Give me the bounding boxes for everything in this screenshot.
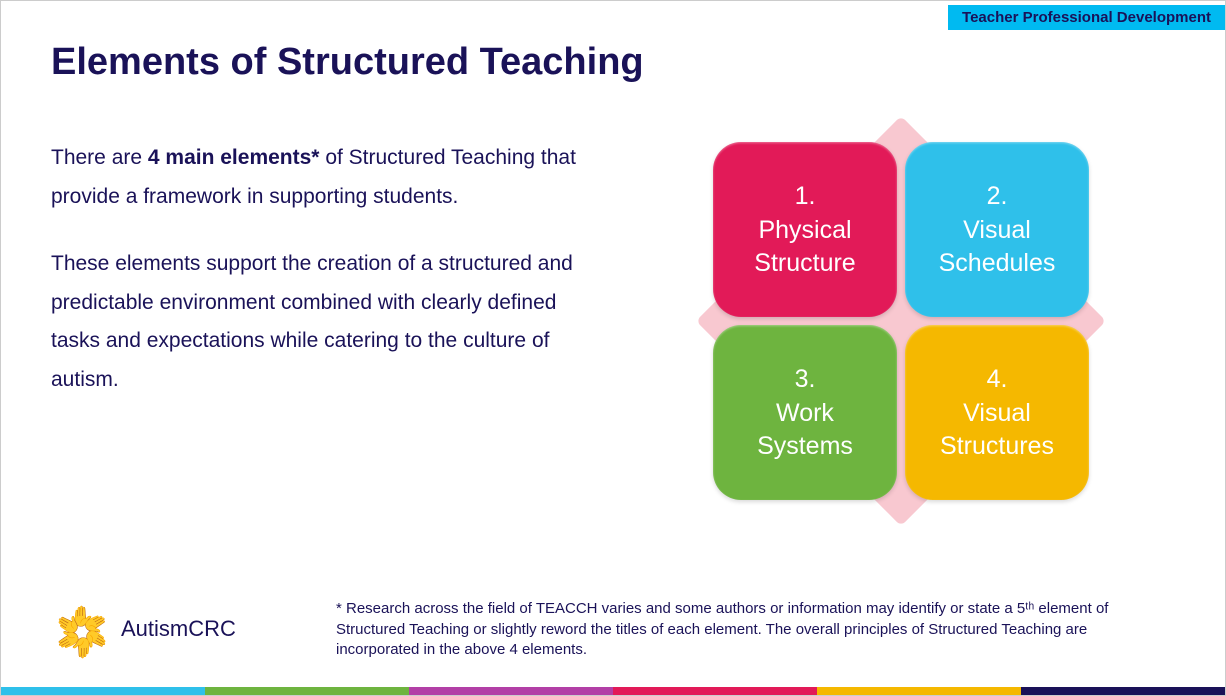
slide: Teacher Professional Development Element… <box>0 0 1226 696</box>
tile-number: 4. <box>987 363 1008 396</box>
stripe-segment <box>613 687 817 695</box>
tile-label: VisualStructures <box>940 397 1054 462</box>
page-title: Elements of Structured Teaching <box>51 41 644 84</box>
tile-label: VisualSchedules <box>939 214 1056 279</box>
logo-hands-icon: ✋✋✋✋✋✋ <box>51 598 113 660</box>
paragraph-1: There are 4 main elements* of Structured… <box>51 139 591 217</box>
stripe-segment <box>1 687 205 695</box>
header-badge: Teacher Professional Development <box>948 5 1225 30</box>
stripe-segment <box>205 687 409 695</box>
bottom-color-stripe <box>1 687 1225 695</box>
tile-number: 3. <box>795 363 816 396</box>
para1-bold: 4 main elements* <box>148 146 320 169</box>
tile-visual-schedules: 2. VisualSchedules <box>905 142 1089 317</box>
elements-diagram: 1. PhysicalStructure 2. VisualSchedules … <box>641 116 1161 526</box>
stripe-segment <box>409 687 613 695</box>
paragraph-2: These elements support the creation of a… <box>51 245 591 400</box>
tile-label: WorkSystems <box>757 397 853 462</box>
tile-work-systems: 3. WorkSystems <box>713 325 897 500</box>
tile-number: 1. <box>795 180 816 213</box>
footnote: * Research across the field of TEACCH va… <box>336 599 1156 660</box>
tile-number: 2. <box>987 180 1008 213</box>
tile-label: PhysicalStructure <box>754 214 855 279</box>
tile-physical-structure: 1. PhysicalStructure <box>713 142 897 317</box>
para1-pre: There are <box>51 146 148 169</box>
tile-grid: 1. PhysicalStructure 2. VisualSchedules … <box>713 142 1089 500</box>
body-text: There are 4 main elements* of Structured… <box>51 139 591 428</box>
tile-visual-structures: 4. VisualStructures <box>905 325 1089 500</box>
logo: ✋✋✋✋✋✋ AutismCRC <box>51 598 236 660</box>
stripe-segment <box>1021 687 1225 695</box>
stripe-segment <box>817 687 1021 695</box>
logo-text: AutismCRC <box>121 616 236 642</box>
